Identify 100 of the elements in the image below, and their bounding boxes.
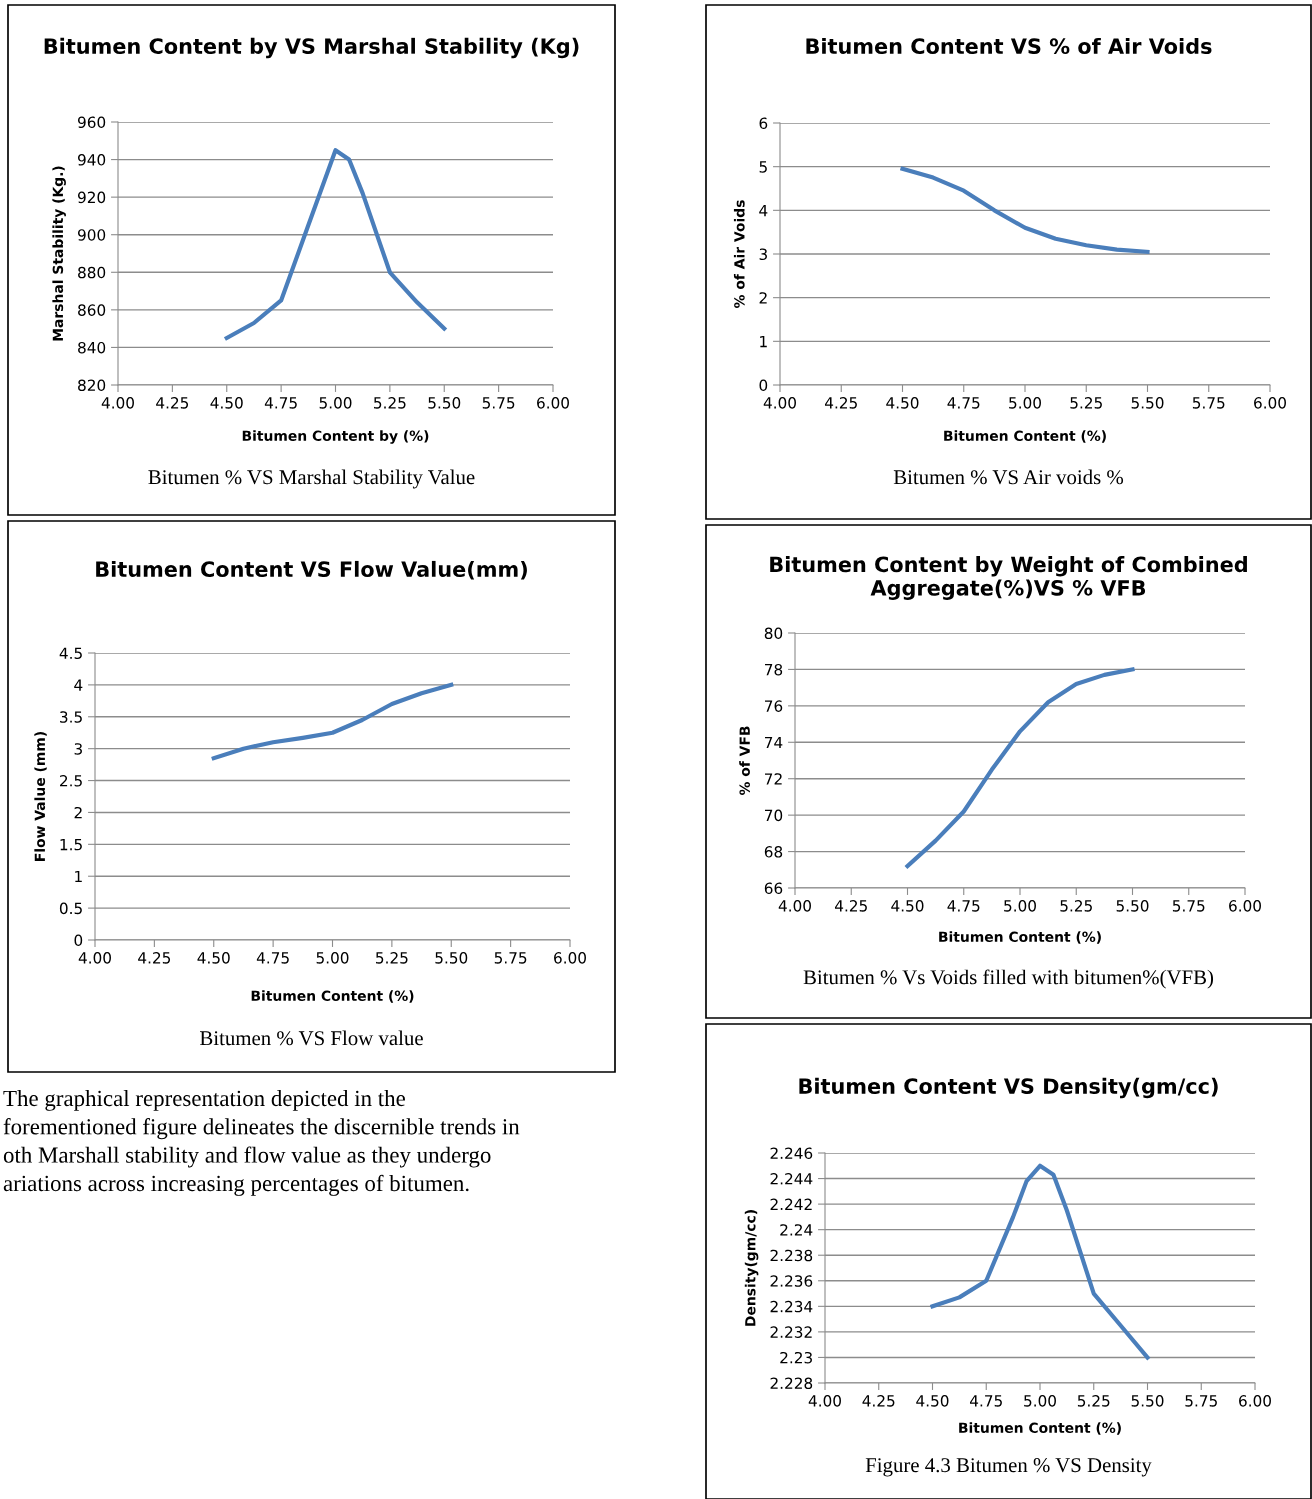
y-tick-label: 2.234: [770, 1300, 813, 1313]
x-tick-label: 6.00: [1229, 900, 1261, 912]
x-tick-label: 5.50: [1131, 1395, 1164, 1407]
y-tick-label: 900: [78, 229, 106, 241]
y-tick-label: 70: [765, 809, 783, 822]
y-tick-label: 76: [765, 700, 783, 712]
x-axis-title: Bitumen Content (%): [251, 990, 414, 1003]
chart-title: Bitumen Content by VS Marshal Stability (Kg): [44, 37, 579, 59]
x-tick-label: 5.00: [316, 952, 349, 964]
line-series: [900, 166, 1150, 254]
x-tick-label: 5.50: [428, 397, 461, 409]
x-tick-label: 6.00: [537, 397, 569, 409]
y-tick-label: 2.238: [770, 1249, 813, 1262]
y-axis-title: Marshal Stability (Kg.): [52, 166, 66, 341]
line-series: [224, 148, 447, 341]
x-tick-label: 4.00: [101, 397, 134, 409]
x-tick-label: 6.00: [1239, 1395, 1271, 1407]
x-tick-label: 4.00: [808, 1395, 841, 1407]
y-tick-label: 3: [74, 743, 82, 755]
x-tick-label: 6.00: [1254, 397, 1286, 409]
y-tick-label: 2.228: [770, 1377, 813, 1390]
y-axis-title: % of Air Voids: [733, 200, 745, 308]
y-tick-label: 0: [74, 934, 83, 947]
y-axis-title: Density(gm/cc): [744, 1210, 759, 1326]
y-tick-label: 0: [759, 379, 768, 392]
x-axis-title: Bitumen Content (%): [939, 931, 1101, 944]
y-tick-label: 2.232: [770, 1326, 812, 1338]
x-tick-label: 4.25: [138, 952, 171, 964]
x-tick-label: 4.75: [264, 397, 297, 409]
text: Bitumen % VS Marshal Stability Value: [148, 469, 475, 489]
text: Bitumen % Vs Voids filled with bitumen%(VFB): [803, 969, 1214, 989]
x-tick-label: 4.75: [947, 900, 980, 912]
y-tick-label: 1: [760, 336, 767, 348]
y-tick-label: 2.244: [770, 1173, 813, 1185]
y-tick-label: 66: [764, 882, 783, 895]
x-tick-label: 6.00: [554, 952, 586, 964]
x-tick-label: 4.50: [886, 397, 919, 409]
y-tick-label: 2.242: [770, 1198, 812, 1210]
x-tick-label: 4.50: [210, 397, 243, 409]
chart-title: Bitumen Content by Weight of Combined Aggregate(%)VS % VFB: [770, 556, 1247, 600]
x-tick-label: 4.50: [916, 1395, 949, 1407]
text: Bitumen % VS Flow value: [200, 1030, 423, 1046]
y-tick-label: 3: [759, 248, 767, 261]
y-tick-label: 4: [759, 205, 768, 217]
x-tick-label: 4.00: [78, 952, 111, 964]
x-axis-title: Bitumen Content by (%): [242, 430, 429, 444]
y-axis-title: % of VFB: [739, 726, 750, 796]
x-tick-label: 5.00: [1024, 1395, 1056, 1407]
x-tick-label: 5.25: [1070, 397, 1102, 409]
y-tick-label: 2: [74, 806, 82, 819]
y-tick-label: 920: [78, 191, 106, 204]
y-tick-label: 0.5: [59, 902, 82, 915]
text: The graphical representation depicted in the forementioned figure delineates the discernible trends in oth Marshall stability and flow value as they undergo ariations across increasing percentages of bitumen.: [3, 1090, 520, 1196]
text: Bitumen % VS Air voids %: [893, 469, 1124, 485]
x-tick-label: 5.75: [1172, 900, 1205, 912]
y-tick-label: 72: [765, 773, 782, 785]
x-tick-label: 4.00: [763, 397, 796, 409]
y-tick-label: 6: [759, 117, 768, 130]
x-tick-label: 4.25: [824, 397, 857, 409]
x-tick-label: 4.75: [969, 1395, 1002, 1407]
y-tick-label: 2.24: [780, 1224, 813, 1236]
y-tick-label: 860: [78, 304, 106, 316]
y-tick-label: 940: [78, 154, 106, 166]
y-tick-label: 2.5: [60, 775, 82, 787]
x-tick-label: 4.25: [156, 397, 189, 409]
x-tick-label: 4.50: [891, 900, 924, 912]
x-tick-label: 4.75: [947, 397, 980, 409]
x-tick-label: 4.25: [834, 900, 867, 912]
x-tick-label: 5.25: [374, 397, 406, 409]
x-tick-label: 5.00: [1009, 397, 1041, 409]
line-series: [905, 667, 1135, 869]
chart-title: Bitumen Content VS % of Air Voids: [806, 37, 1212, 55]
y-tick-label: 78: [765, 663, 783, 676]
y-tick-label: 1: [75, 870, 82, 883]
y-tick-label: 1.5: [60, 839, 82, 851]
x-tick-label: 5.50: [1116, 900, 1149, 912]
x-tick-label: 5.25: [1060, 900, 1092, 912]
y-tick-label: 960: [78, 116, 106, 129]
x-tick-label: 5.00: [319, 397, 352, 409]
y-tick-label: 68: [764, 846, 783, 858]
x-tick-label: 4.50: [197, 952, 230, 964]
y-tick-label: 2.236: [770, 1275, 813, 1287]
y-tick-label: 2: [759, 292, 767, 304]
y-tick-label: 74: [765, 736, 783, 749]
y-tick-label: 3.5: [60, 711, 82, 723]
y-tick-label: 4: [74, 679, 83, 691]
y-tick-label: 880: [78, 266, 106, 279]
caption: Figure 4.3 Bitumen % VS Density: [865, 1458, 1152, 1477]
x-tick-label: 4.00: [778, 900, 811, 912]
x-tick-label: 5.75: [494, 952, 527, 964]
x-tick-label: 5.75: [1185, 1395, 1217, 1407]
x-tick-label: 5.75: [482, 397, 515, 409]
chart-title: Bitumen Content VS Flow Value(mm): [96, 560, 527, 580]
y-tick-label: 840: [78, 341, 106, 354]
y-tick-label: 2.246: [770, 1147, 813, 1160]
x-tick-label: 5.50: [435, 952, 468, 964]
x-tick-label: 5.00: [1004, 900, 1036, 912]
y-tick-label: 5: [759, 161, 767, 173]
x-tick-label: 4.25: [862, 1395, 895, 1407]
x-axis-title: Bitumen Content (%): [959, 1422, 1121, 1435]
